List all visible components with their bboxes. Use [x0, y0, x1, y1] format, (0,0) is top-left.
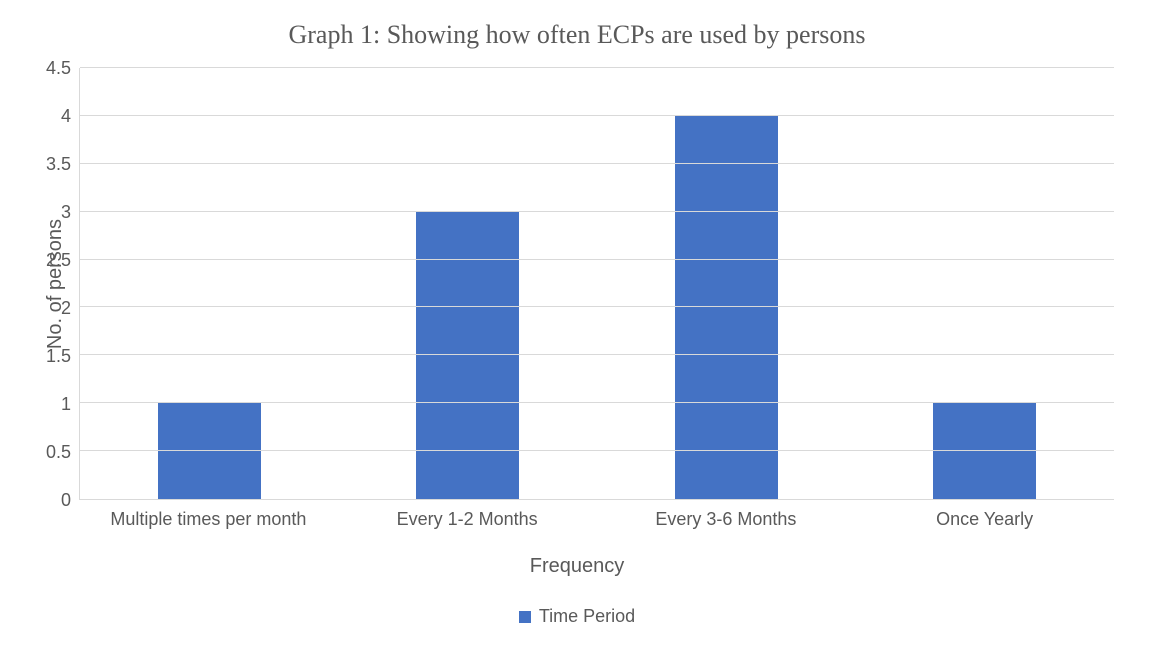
gridline [80, 306, 1114, 307]
gridline [80, 67, 1114, 68]
bar-slot [339, 68, 598, 499]
x-spacer [40, 500, 79, 531]
x-tick: Once Yearly [855, 500, 1114, 531]
gridline [80, 259, 1114, 260]
legend: Time Period [40, 606, 1114, 627]
plot-area [79, 68, 1114, 500]
chart-title: Graph 1: Showing how often ECPs are used… [40, 20, 1114, 50]
bars-container [80, 68, 1114, 499]
bar-slot [80, 68, 339, 499]
bar-slot [597, 68, 856, 499]
x-tick: Multiple times per month [79, 500, 338, 531]
legend-swatch [519, 611, 531, 623]
gridline [80, 115, 1114, 116]
x-axis-ticks: Multiple times per monthEvery 1-2 Months… [79, 500, 1114, 531]
y-axis-label: No. of persons [40, 219, 71, 349]
x-tick: Every 3-6 Months [597, 500, 856, 531]
x-axis-label: Frequency [40, 555, 1114, 578]
bar-slot [856, 68, 1115, 499]
gridline [80, 163, 1114, 164]
gridline [80, 402, 1114, 403]
plot-row: No. of persons 4.543.532.521.510.50 [40, 68, 1114, 500]
x-tick: Every 1-2 Months [338, 500, 597, 531]
gridline [80, 211, 1114, 212]
chart-container: Graph 1: Showing how often ECPs are used… [0, 0, 1154, 671]
gridline [80, 450, 1114, 451]
legend-label: Time Period [539, 606, 635, 627]
gridline [80, 354, 1114, 355]
y-axis-ticks: 4.543.532.521.510.50 [71, 68, 79, 500]
